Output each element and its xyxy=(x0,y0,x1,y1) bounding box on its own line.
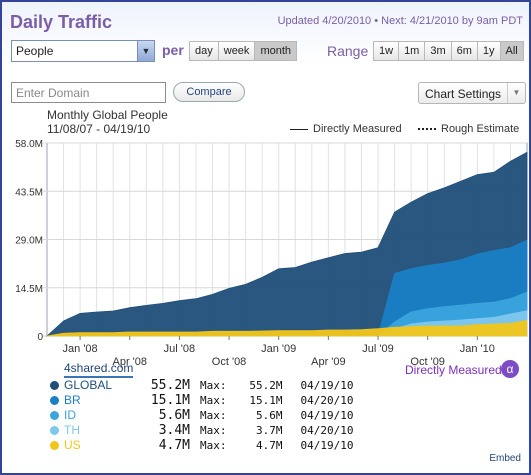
max-value: 15.1M xyxy=(249,394,283,407)
series-max: Max: 55.2M 04/19/10 xyxy=(186,379,353,392)
max-label: Max: xyxy=(200,409,227,422)
period-day-button[interactable]: day xyxy=(190,42,219,60)
y-tick-label: 14.5M xyxy=(15,284,43,295)
series-value: 3.4M xyxy=(158,423,190,438)
range-3m-button[interactable]: 3m xyxy=(425,42,452,60)
max-label: Max: xyxy=(200,424,227,437)
chevron-down-icon[interactable]: ▼ xyxy=(137,41,154,61)
period-month-button[interactable]: month xyxy=(255,42,297,60)
y-tick-label: 29.0M xyxy=(15,236,43,247)
per-label: per xyxy=(162,42,184,58)
x-tick-label: Oct '08 xyxy=(212,356,247,368)
summary-row-us[interactable]: US 4.7M Max: 4.7M 04/19/10 xyxy=(50,438,510,453)
series-dot-icon xyxy=(50,411,59,420)
x-tick-label: Oct '09 xyxy=(410,356,445,368)
period-week-button[interactable]: week xyxy=(218,42,256,60)
chart-settings-label: Chart Settings xyxy=(425,87,502,101)
series-value: 5.6M xyxy=(158,408,190,423)
widget-title: Daily Traffic xyxy=(10,12,113,32)
legend-directly-measured: Directly Measured xyxy=(290,123,402,135)
update-info: Updated 4/20/2010 • Next: 4/21/2010 by 9… xyxy=(277,15,523,27)
solid-line-icon xyxy=(290,128,308,130)
chart-date-range: 11/08/07 - 04/19/10 xyxy=(47,122,151,136)
range-1y-button[interactable]: 1y xyxy=(477,42,501,60)
series-max: Max: 15.1M 04/20/10 xyxy=(186,394,353,407)
series-max: Max: 4.7M 04/19/10 xyxy=(186,439,353,452)
max-value: 5.6M xyxy=(256,409,283,422)
x-tick-label: Jul '09 xyxy=(362,343,393,355)
range-1m-button[interactable]: 1m xyxy=(399,42,426,60)
summary-row-th[interactable]: TH 3.4M Max: 3.7M 04/20/10 xyxy=(50,423,510,438)
series-name[interactable]: ID xyxy=(64,408,76,422)
dotted-line-icon xyxy=(418,128,436,131)
series-name[interactable]: TH xyxy=(64,423,80,437)
range-1w-button[interactable]: 1w xyxy=(374,42,400,60)
max-label: Max: xyxy=(200,379,227,392)
series-dot-icon xyxy=(50,441,59,450)
max-value: 3.7M xyxy=(256,424,283,437)
range-all-button[interactable]: All xyxy=(500,42,523,60)
range-toggle: 1w 1m 3m 6m 1y All xyxy=(373,41,524,61)
compare-button[interactable]: Compare xyxy=(173,82,245,102)
y-tick-label: 43.5M xyxy=(15,187,43,198)
x-tick-label: Apr '08 xyxy=(113,356,148,368)
x-tick-label: Jul '08 xyxy=(164,343,195,355)
chevron-down-icon: ▼ xyxy=(507,83,525,103)
range-6m-button[interactable]: 6m xyxy=(451,42,478,60)
y-tick-label: 58.0M xyxy=(15,139,43,150)
series-dot-icon xyxy=(50,381,59,390)
summary-row-global[interactable]: GLOBAL 55.2M Max: 55.2M 04/19/10 xyxy=(50,378,510,393)
x-tick-label: Jan '10 xyxy=(460,343,495,355)
series-dot-icon xyxy=(50,396,59,405)
max-date: 04/19/10 xyxy=(300,409,354,422)
series-name[interactable]: GLOBAL xyxy=(64,378,113,392)
embed-link[interactable]: Embed xyxy=(489,453,521,464)
metric-select[interactable]: People ▼ xyxy=(11,40,155,62)
series-value: 55.2M xyxy=(150,378,190,393)
x-tick-label: Jan '09 xyxy=(261,343,296,355)
legend-rough-estimate: Rough Estimate xyxy=(418,123,519,135)
max-label: Max: xyxy=(200,439,227,452)
summary-row-id[interactable]: ID 5.6M Max: 5.6M 04/19/10 xyxy=(50,408,510,423)
max-date: 04/19/10 xyxy=(300,379,354,392)
max-date: 04/20/10 xyxy=(300,394,354,407)
period-toggle: day week month xyxy=(189,41,298,61)
chart-title: Monthly Global People xyxy=(47,108,168,122)
series-value: 15.1M xyxy=(150,393,190,408)
max-date: 04/20/10 xyxy=(300,424,354,437)
series-value: 4.7M xyxy=(158,438,190,453)
series-max: Max: 3.7M 04/20/10 xyxy=(186,424,353,437)
summary-table: GLOBAL 55.2M Max: 55.2M 04/19/10 BR 15.1M Max: 1… xyxy=(50,378,510,453)
max-date: 04/19/10 xyxy=(300,439,354,452)
metric-select-value: People xyxy=(16,44,54,58)
summary-row-br[interactable]: BR 15.1M Max: 15.1M 04/20/10 xyxy=(50,393,510,408)
series-area-us xyxy=(46,319,528,337)
max-value: 4.7M xyxy=(256,439,283,452)
series-max: Max: 5.6M 04/19/10 xyxy=(186,409,353,422)
series-name[interactable]: US xyxy=(64,438,81,452)
range-label: Range xyxy=(327,43,369,59)
y-tick-label: 0 xyxy=(37,332,43,343)
alpha-icon[interactable]: α xyxy=(501,360,519,378)
site-link[interactable]: 4shared.com xyxy=(64,361,134,378)
chart-settings-button[interactable]: Chart Settings ▼ xyxy=(418,82,526,104)
x-tick-label: Apr '09 xyxy=(311,356,346,368)
max-value: 55.2M xyxy=(249,379,283,392)
domain-input[interactable]: Enter Domain xyxy=(11,82,166,103)
x-tick-label: Jan '08 xyxy=(63,343,98,355)
directly-measured-label: Directly Measured xyxy=(405,363,502,377)
series-dot-icon xyxy=(50,426,59,435)
series-name[interactable]: BR xyxy=(64,393,81,407)
max-label: Max: xyxy=(200,394,227,407)
